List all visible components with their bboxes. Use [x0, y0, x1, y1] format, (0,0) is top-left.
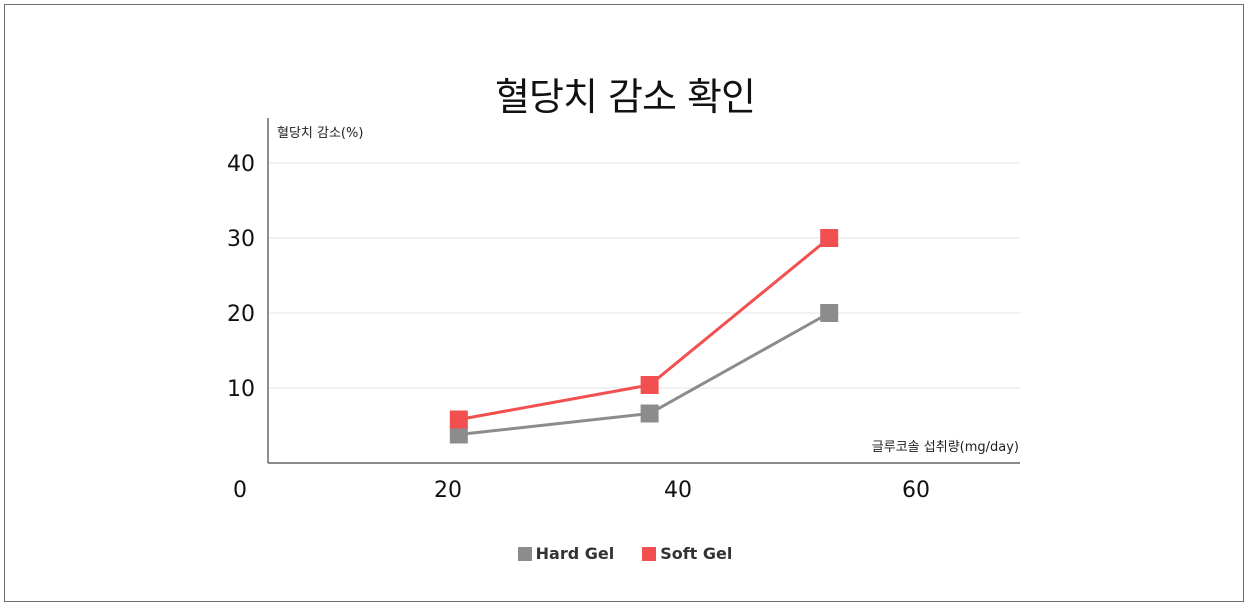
y-axis-label: 혈당치 감소(%) [277, 126, 363, 141]
data-point-soft-gel-2 [820, 229, 839, 247]
legend-swatch-soft-gel [642, 546, 657, 561]
y-tick-label-30: 30 [227, 227, 255, 252]
x-axis-label: 글루코솔 섭취량(mg/day) [872, 440, 1019, 455]
legend-label-soft-gel: Soft Gel [660, 544, 733, 563]
x-tick-label-40: 40 [664, 478, 692, 503]
chart-frame [4, 4, 1244, 602]
x-tick-label-60: 60 [902, 478, 930, 503]
legend-item-soft-gel: Soft Gel [642, 544, 732, 563]
data-point-soft-gel-1 [640, 376, 659, 394]
chart-title: 혈당치 감소 확인 [495, 75, 756, 119]
legend-item-hard-gel: Hard Gel [517, 544, 615, 563]
y-tick-label-40: 40 [227, 152, 255, 177]
x-tick-label-0: 0 [233, 478, 247, 503]
legend-swatch-hard-gel [517, 546, 532, 561]
data-point-hard-gel-1 [640, 404, 659, 423]
data-point-hard-gel-0 [449, 425, 468, 444]
y-tick-label-10: 10 [227, 377, 255, 402]
chart-legend: Hard Gel Soft Gel [0, 544, 1250, 563]
x-tick-label-20: 20 [434, 478, 462, 503]
data-point-soft-gel-0 [449, 410, 468, 429]
legend-label-hard-gel: Hard Gel [535, 544, 615, 563]
data-point-hard-gel-2 [820, 304, 839, 322]
y-tick-label-20: 20 [227, 302, 255, 327]
